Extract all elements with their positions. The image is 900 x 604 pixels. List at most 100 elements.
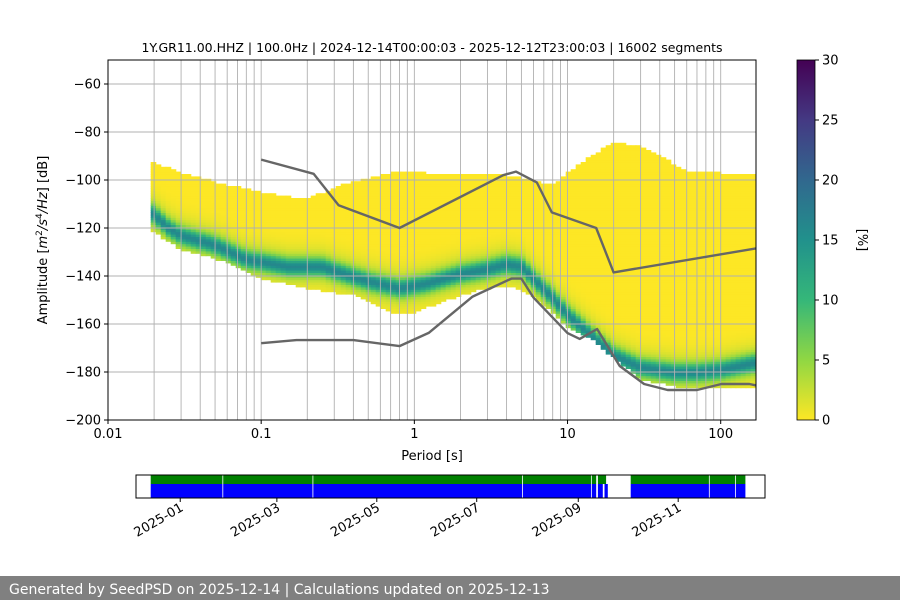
heatmap-cell — [270, 250, 277, 254]
heatmap-cell — [620, 272, 627, 276]
heatmap-cell — [550, 267, 557, 271]
heatmap-cell — [620, 277, 627, 281]
heatmap-cell — [380, 181, 387, 185]
heatmap-cell — [565, 262, 572, 266]
heatmap-cell — [575, 214, 582, 218]
heatmap-cell — [555, 234, 562, 237]
heatmap-cell — [355, 214, 362, 218]
heatmap-cell — [220, 231, 227, 235]
heatmap-cell — [345, 219, 352, 223]
heatmap-cell — [420, 267, 427, 271]
heatmap-cell — [585, 176, 592, 180]
heatmap-cell — [430, 219, 437, 223]
heatmap-cell — [590, 157, 597, 161]
heatmap-cell — [505, 282, 512, 285]
heatmap-cell — [620, 332, 627, 336]
heatmap-cell — [605, 186, 612, 189]
heatmap-cell — [420, 246, 427, 249]
heatmap-cell — [580, 176, 587, 180]
heatmap-cell — [555, 190, 562, 194]
heatmap-cell — [535, 198, 542, 201]
heatmap-cell — [405, 205, 412, 209]
heatmap-cell — [465, 198, 472, 201]
heatmap-cell — [455, 207, 462, 211]
heatmap-cell — [490, 258, 497, 261]
heatmap-cell — [425, 286, 432, 290]
heatmap-cell — [580, 282, 587, 285]
heatmap-cell — [465, 286, 472, 290]
heatmap-cell — [395, 231, 402, 235]
heatmap-cell — [410, 214, 417, 218]
heatmap-cell — [455, 202, 462, 206]
heatmap-cell — [550, 262, 557, 266]
heatmap-cell — [220, 207, 227, 211]
heatmap-cell — [625, 332, 632, 336]
heatmap-cell — [475, 214, 482, 218]
heatmap-cell — [170, 193, 177, 197]
heatmap-cell — [625, 334, 632, 338]
heatmap-cell — [545, 291, 552, 295]
heatmap-cell — [560, 243, 567, 247]
heatmap-cell — [625, 200, 632, 204]
heatmap-cell — [455, 181, 462, 185]
heatmap-cell — [485, 284, 492, 288]
heatmap-cell — [630, 363, 637, 367]
heatmap-cell — [400, 195, 407, 199]
heatmap-cell — [455, 243, 462, 247]
heatmap-cell — [625, 193, 632, 197]
heatmap-cell — [355, 291, 362, 295]
heatmap-cell — [615, 176, 622, 180]
heatmap-cell — [305, 217, 312, 221]
heatmap-cell — [625, 253, 632, 257]
heatmap-cell — [555, 214, 562, 218]
heatmap-cell — [485, 234, 492, 237]
heatmap-cell — [270, 267, 277, 271]
heatmap-cell — [520, 181, 527, 185]
heatmap-cell — [580, 164, 587, 168]
heatmap-cell — [315, 205, 322, 209]
heatmap-cell — [585, 303, 592, 307]
heatmap-cell — [525, 277, 532, 281]
heatmap-cell — [550, 183, 557, 187]
heatmap-cell — [265, 193, 272, 197]
heatmap-cell — [395, 260, 402, 264]
heatmap-cell — [305, 202, 312, 206]
heatmap-cell — [625, 260, 632, 264]
heatmap-cell — [225, 198, 232, 201]
heatmap-cell — [585, 186, 592, 189]
heatmap-cell — [185, 205, 192, 209]
heatmap-cell — [305, 265, 312, 269]
heatmap-cell — [535, 291, 542, 295]
heatmap-cell — [480, 236, 487, 240]
heatmap-cell — [560, 222, 567, 225]
heatmap-cell — [520, 229, 527, 233]
heatmap-cell — [575, 171, 582, 175]
heatmap-cell — [445, 248, 452, 252]
heatmap-cell — [565, 238, 572, 242]
heatmap-cell — [175, 229, 182, 233]
heatmap-cell — [450, 207, 457, 211]
heatmap-cell — [620, 238, 627, 242]
heatmap-cell — [455, 198, 462, 201]
heatmap-cell — [340, 267, 347, 271]
heatmap-cell — [385, 303, 392, 307]
heatmap-cell — [330, 265, 337, 269]
heatmap-cell — [555, 210, 562, 213]
heatmap-cell — [555, 284, 562, 288]
heatmap-cell — [440, 298, 447, 302]
heatmap-cell — [465, 260, 472, 264]
heatmap-cell — [420, 219, 427, 223]
heatmap-cell — [615, 152, 622, 156]
heatmap-cell — [465, 279, 472, 283]
heatmap-cell — [500, 186, 507, 189]
heatmap-cell — [560, 224, 567, 228]
heatmap-cell — [250, 222, 257, 225]
heatmap-cell — [460, 198, 467, 201]
heatmap-cell — [515, 243, 522, 247]
heatmap-cell — [160, 198, 167, 201]
heatmap-cell — [605, 310, 612, 314]
heatmap-cell — [565, 243, 572, 247]
heatmap-cell — [195, 202, 202, 206]
heatmap-cell — [395, 181, 402, 185]
heatmap-cell — [315, 238, 322, 242]
